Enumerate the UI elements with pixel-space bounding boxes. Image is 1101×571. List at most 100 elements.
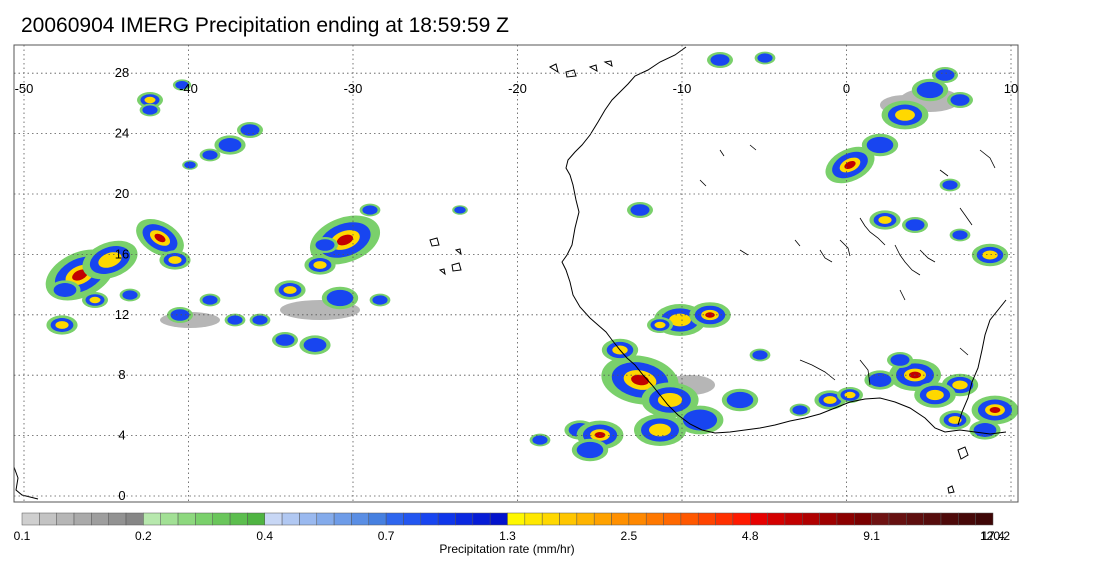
- rain-cell: [948, 416, 962, 424]
- colorbar-swatch: [472, 512, 491, 526]
- lat-label: 4: [118, 428, 125, 443]
- coastline: [13, 46, 1007, 500]
- rain-cell: [240, 124, 260, 136]
- colorbar-swatch: [264, 512, 283, 526]
- colorbar-tick: 17.4: [981, 529, 1005, 543]
- colorbar-tick: 4.8: [742, 529, 759, 543]
- colorbar-swatch: [663, 512, 682, 526]
- rain-cell: [844, 391, 856, 399]
- colorbar-swatch: [819, 512, 838, 526]
- rain-cell: [866, 136, 894, 154]
- lon-label: -30: [344, 81, 363, 96]
- rain-cell: [303, 338, 327, 352]
- colorbar-tick: 0.1: [14, 529, 31, 543]
- colorbar-swatch: [628, 512, 647, 526]
- colorbar-swatch: [871, 512, 890, 526]
- colorbar-swatch: [333, 512, 352, 526]
- colorbar-swatch: [212, 512, 231, 526]
- inland-rivers: [699, 144, 996, 386]
- lat-label: 12: [115, 307, 129, 322]
- lon-label: 10: [1004, 81, 1018, 96]
- rain-cell: [89, 296, 101, 304]
- rain-cell: [916, 81, 944, 99]
- rain-cell: [326, 289, 354, 307]
- colorbar-swatch: [697, 512, 716, 526]
- longitude-labels: -50 -40 -30 -20 -10 0 10: [15, 81, 1019, 96]
- rain-cell: [942, 180, 958, 190]
- colorbar-swatch: [975, 512, 994, 526]
- colorbar-swatch: [21, 512, 40, 526]
- map-title: 20060904 IMERG Precipitation ending at 1…: [21, 14, 509, 37]
- colorbar-swatch: [91, 512, 109, 526]
- coastline-west-africa: [561, 46, 1007, 435]
- colorbar-swatch: [281, 512, 300, 526]
- colorbar-swatch: [750, 512, 768, 526]
- rain-cell: [144, 96, 156, 104]
- rain-cell: [275, 334, 295, 346]
- colorbar-swatch: [316, 512, 335, 526]
- colorbar-swatch: [385, 512, 404, 526]
- lat-label: 28: [115, 65, 129, 80]
- colorbar-swatch: [593, 512, 612, 526]
- rain-cell: [973, 423, 997, 437]
- rain-cell: [630, 204, 650, 216]
- rain-cell: [142, 105, 158, 115]
- rain-cell: [122, 290, 138, 300]
- rain-cell: [752, 350, 768, 360]
- map-frame: [13, 44, 1019, 503]
- colorbar-swatch: [767, 512, 786, 526]
- rain-cell: [372, 295, 388, 305]
- colorbar-swatch: [802, 512, 820, 526]
- lon-label: -50: [15, 81, 34, 96]
- rain-cell: [218, 138, 242, 152]
- rain-cell: [823, 396, 837, 404]
- lat-label: 24: [115, 126, 129, 141]
- rain-cell: [878, 216, 892, 224]
- cape-verde: [429, 237, 462, 276]
- rain-cell: [950, 94, 970, 106]
- rain-cell: [283, 286, 297, 294]
- lon-label: 0: [843, 81, 850, 96]
- colorbar-label: Precipitation rate (mm/hr): [439, 542, 574, 556]
- colorbar-swatch: [715, 512, 734, 526]
- rain-cell: [53, 283, 77, 297]
- rain-cell: [792, 405, 808, 415]
- colorbar-swatch: [195, 512, 213, 526]
- colorbar-swatch: [437, 512, 456, 526]
- rain-cell: [594, 431, 606, 439]
- rain-cell: [227, 315, 243, 325]
- rain-cell: [202, 295, 218, 305]
- rain-cell: [631, 374, 649, 386]
- colorbar: [21, 512, 994, 526]
- rain-cell: [168, 256, 182, 264]
- colorbar-tick-labels: 0.10.20.40.71.32.54.89.117.433.163.1120.…: [14, 529, 1011, 543]
- colorbar-swatch: [784, 512, 803, 526]
- rain-cell: [654, 321, 666, 329]
- colorbar-tick: 0.4: [256, 529, 273, 543]
- colorbar-swatch: [559, 512, 578, 526]
- lat-label: 20: [115, 186, 129, 201]
- rain-cell: [710, 54, 730, 66]
- rain-cell: [935, 69, 955, 81]
- colorbar-swatch: [143, 512, 161, 526]
- rain-cell: [72, 269, 88, 281]
- colorbar-swatch: [299, 512, 318, 526]
- rain-cell: [705, 312, 715, 318]
- colorbar-swatch: [524, 512, 543, 526]
- colorbar-swatch: [420, 512, 439, 526]
- colorbar-swatch: [403, 512, 422, 526]
- rain-cell: [868, 373, 892, 387]
- island-bioko: [957, 446, 969, 460]
- rain-cell: [844, 161, 856, 169]
- colorbar-swatch: [958, 512, 976, 526]
- colorbar-swatch: [645, 512, 664, 526]
- canary-islands: [548, 60, 613, 78]
- rain-cell: [952, 230, 968, 240]
- rain-cell: [532, 435, 548, 445]
- colorbar-swatch: [732, 512, 751, 526]
- island-sao-tome: [947, 485, 955, 494]
- colorbar-tick: 9.1: [863, 529, 880, 543]
- rain-cell: [757, 53, 773, 63]
- rain-cell: [905, 219, 925, 231]
- rain-cell: [170, 309, 190, 321]
